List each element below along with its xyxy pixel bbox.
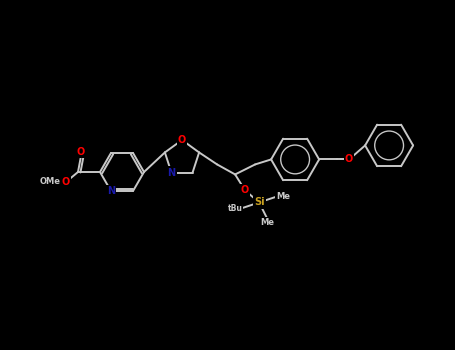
Text: O: O [62,177,70,187]
Text: tBu: tBu [228,204,243,213]
Text: O: O [77,147,85,157]
Text: Me: Me [276,192,290,201]
Text: O: O [345,154,353,164]
Text: OMe: OMe [40,177,61,187]
Text: N: N [167,168,176,177]
Text: O: O [241,186,249,195]
Text: Me: Me [260,218,274,227]
Text: O: O [178,135,186,145]
Text: N: N [107,186,115,196]
Text: Si: Si [254,197,264,208]
